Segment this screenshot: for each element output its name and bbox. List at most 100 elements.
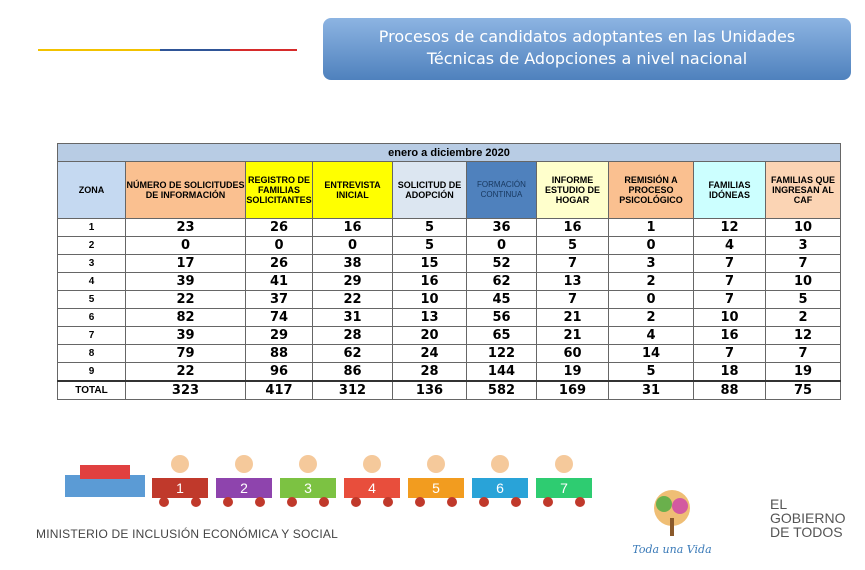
- gov-text: GOBIERNO: [770, 510, 846, 526]
- wheel: [575, 497, 585, 507]
- cell: 6: [57, 308, 126, 327]
- cell: 5: [536, 236, 609, 255]
- child-head: [235, 455, 253, 473]
- decor-lines: [38, 49, 297, 51]
- total-cell: 88: [693, 380, 766, 400]
- cell: 4: [57, 272, 126, 291]
- cell: 7: [693, 254, 766, 273]
- train-illustration: 1 2 3 4 5 6 7: [65, 455, 592, 507]
- cell: 12: [764, 326, 842, 345]
- car-number: 4: [368, 480, 376, 496]
- wheel: [511, 497, 521, 507]
- cell: 19: [536, 362, 609, 382]
- total-cell: 75: [764, 380, 842, 400]
- cell: 62: [466, 272, 537, 291]
- column-header: FAMILIAS QUE INGRESAN AL CAF: [764, 161, 842, 219]
- child-head: [171, 455, 189, 473]
- wheel: [447, 497, 457, 507]
- cell: 88: [245, 344, 313, 363]
- cell: 1: [57, 218, 126, 237]
- cell: 21: [536, 326, 609, 345]
- column-header: REGISTRO DE FAMILIAS SOLICITANTES: [245, 161, 313, 219]
- cell: 65: [466, 326, 537, 345]
- cell: 62: [312, 344, 393, 363]
- cell: 39: [125, 326, 246, 345]
- cell: 96: [245, 362, 313, 382]
- train-car: [344, 478, 400, 498]
- cell: 29: [245, 326, 313, 345]
- wheel: [415, 497, 425, 507]
- train-car: [152, 478, 208, 498]
- cell: 3: [57, 254, 126, 273]
- cell: 21: [536, 308, 609, 327]
- cell: 16: [693, 326, 766, 345]
- cell: 29: [312, 272, 393, 291]
- total-row: TOTAL 323 417 312 136 582 169 31 88 75: [57, 380, 842, 400]
- data-row: 8 79 88 62 24 122 60 14 7 7: [57, 344, 842, 363]
- train-car: [280, 478, 336, 498]
- car-number: 7: [560, 480, 568, 496]
- data-row: 9 22 96 86 28 144 19 5 18 19: [57, 362, 842, 382]
- child-head: [363, 455, 381, 473]
- column-header: FORMACIÓN CONTINUA: [466, 161, 537, 219]
- cell: 22: [125, 290, 246, 309]
- cell: 22: [125, 362, 246, 382]
- gov-text: EL: [770, 496, 788, 512]
- total-cell: 582: [466, 380, 537, 400]
- cell: 12: [693, 218, 766, 237]
- wheel: [287, 497, 297, 507]
- cell: 41: [245, 272, 313, 291]
- cell: 1: [608, 218, 694, 237]
- wheel: [255, 497, 265, 507]
- cell: 7: [764, 344, 842, 363]
- data-row: 3 17 26 38 15 52 7 3 7 7: [57, 254, 842, 273]
- wheel: [319, 497, 329, 507]
- total-cell: 169: [536, 380, 609, 400]
- cell: 2: [608, 308, 694, 327]
- column-header: SOLICITUD DE ADOPCIÓN: [392, 161, 467, 219]
- wheel: [479, 497, 489, 507]
- cell: 0: [608, 236, 694, 255]
- cell: 7: [57, 326, 126, 345]
- cell: 60: [536, 344, 609, 363]
- total-cell: 417: [245, 380, 313, 400]
- car-number: 3: [304, 480, 312, 496]
- cell: 23: [125, 218, 246, 237]
- car-number: 1: [176, 480, 184, 496]
- cell: 0: [312, 236, 393, 255]
- cell: 52: [466, 254, 537, 273]
- column-header: REMISIÓN A PROCESO PSICOLÓGICO: [608, 161, 694, 219]
- wheel: [351, 497, 361, 507]
- column-header: INFORME ESTUDIO DE HOGAR: [536, 161, 609, 219]
- car-number: 2: [240, 480, 248, 496]
- cell: 79: [125, 344, 246, 363]
- cell: 3: [764, 236, 842, 255]
- train-car: [536, 478, 592, 498]
- cell: 28: [312, 326, 393, 345]
- period-cell: enero a diciembre 2020: [56, 143, 842, 162]
- data-row: 1 23 26 16 5 36 16 1 12 10: [57, 218, 842, 237]
- cell: 122: [466, 344, 537, 363]
- cell: 3: [608, 254, 694, 273]
- cell: 16: [312, 218, 393, 237]
- cell: 37: [245, 290, 313, 309]
- cell: 2: [57, 236, 126, 255]
- cell: 4: [608, 326, 694, 345]
- cell: 5: [392, 236, 467, 255]
- cell: 74: [245, 308, 313, 327]
- cell: 26: [245, 218, 313, 237]
- cell: 39: [125, 272, 246, 291]
- cell: 0: [245, 236, 313, 255]
- cell: 2: [608, 272, 694, 291]
- cell: 45: [466, 290, 537, 309]
- cell: 0: [125, 236, 246, 255]
- cell: 13: [536, 272, 609, 291]
- data-row: 5 22 37 22 10 45 7 0 7 5: [57, 290, 842, 309]
- wheel: [543, 497, 553, 507]
- child-head: [491, 455, 509, 473]
- cell: 28: [392, 362, 467, 382]
- column-header: FAMILIAS IDÓNEAS: [693, 161, 766, 219]
- train-car: [472, 478, 528, 498]
- ministry-name: MINISTERIO DE INCLUSIÓN ECONÓMICA Y SOCI…: [36, 527, 339, 541]
